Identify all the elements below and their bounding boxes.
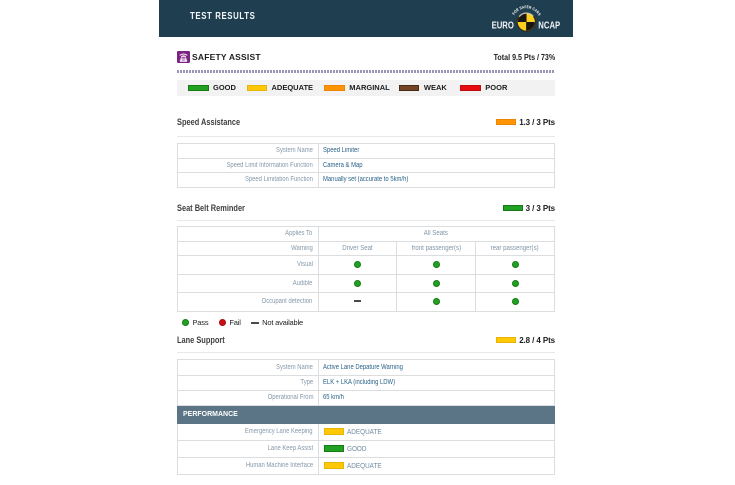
svg-text:EURO: EURO [492, 21, 514, 32]
svg-text:NCAP: NCAP [538, 21, 560, 32]
